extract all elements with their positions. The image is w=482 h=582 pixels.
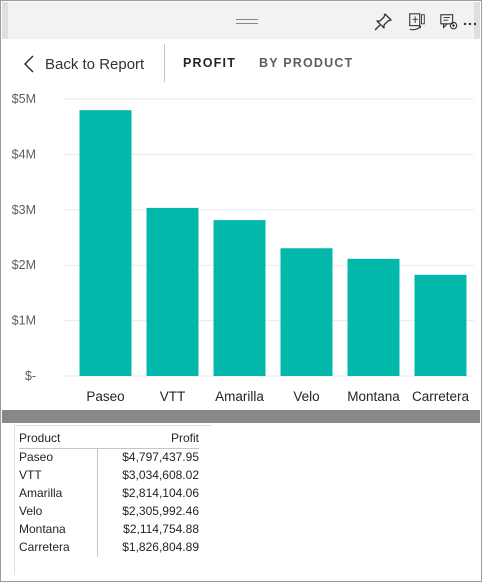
table-frame	[14, 425, 212, 575]
table-row: Paseo $4,797,437.95	[19, 448, 199, 467]
cell-product: Velo	[19, 503, 98, 521]
cell-profit: $3,034,608.02	[122, 468, 199, 482]
navigation-row: Back to Report PROFIT BY PRODUCT	[2, 39, 480, 89]
y-tick-label: $-	[25, 369, 36, 383]
focus-mode-icon[interactable]	[407, 12, 427, 32]
cell-profit: $2,814,104.06	[122, 486, 199, 500]
header-edge-left	[2, 2, 8, 39]
cell-profit: $4,797,437.95	[122, 450, 199, 464]
bar[interactable]	[213, 220, 266, 376]
y-tick-label: $5M	[12, 92, 36, 106]
bar[interactable]	[414, 274, 467, 376]
back-to-report-button[interactable]: Back to Report	[23, 51, 144, 77]
cell-profit: $1,826,804.89	[122, 540, 199, 554]
bar[interactable]	[347, 258, 400, 376]
y-tick-label: $4M	[12, 147, 36, 161]
table-header-row: Product Profit	[19, 429, 199, 449]
data-table: Product Profit Paseo $4,797,437.95 VTT $…	[19, 429, 199, 557]
table-row: Carretera $1,826,804.89	[19, 539, 199, 557]
profit-by-product-chart: $- $1M $2M $3M $4M $5M Paseo VTT Amarilla Velo Mon…	[2, 89, 480, 409]
cell-profit: $2,305,992.46	[122, 504, 199, 518]
data-table-section: Product Profit Paseo $4,797,437.95 VTT $…	[2, 423, 480, 581]
bar[interactable]	[280, 248, 333, 376]
cell-product: Paseo	[19, 448, 98, 467]
column-header-product[interactable]: Product	[19, 429, 97, 449]
table-row: VTT $3,034,608.02	[19, 467, 199, 485]
table-row: Amarilla $2,814,104.06	[19, 485, 199, 503]
pin-icon[interactable]	[373, 12, 393, 32]
bar[interactable]	[146, 207, 199, 376]
nav-divider	[164, 44, 165, 82]
cell-product: Amarilla	[19, 485, 98, 503]
bar[interactable]	[79, 110, 132, 377]
y-tick-label: $2M	[12, 258, 36, 272]
y-tick-label: $1M	[12, 314, 36, 328]
chart-table-separator	[2, 410, 480, 423]
x-tick-label: Carretera	[412, 389, 470, 404]
cell-product: Montana	[19, 521, 98, 539]
grip-icon[interactable]	[236, 19, 258, 24]
table-row: Montana $2,114,754.88	[19, 521, 199, 539]
visual-header	[2, 2, 480, 39]
header-edge-right	[474, 2, 480, 39]
visual-title: PROFIT	[183, 56, 237, 70]
x-tick-label: VTT	[160, 389, 186, 404]
cell-product: VTT	[19, 467, 98, 485]
cell-product: Carretera	[19, 539, 98, 557]
bar-chart-svg: $- $1M $2M $3M $4M $5M Paseo VTT Amarilla Velo Mon…	[12, 92, 474, 404]
comment-icon[interactable]	[439, 12, 459, 32]
y-tick-label: $3M	[12, 203, 36, 217]
x-tick-label: Velo	[293, 389, 319, 404]
more-options-icon[interactable]	[463, 12, 477, 32]
x-tick-label: Amarilla	[215, 389, 264, 404]
visual-subtitle: BY PRODUCT	[259, 56, 354, 70]
x-tick-label: Paseo	[86, 389, 124, 404]
x-tick-label: Montana	[347, 389, 400, 404]
chevron-left-icon	[23, 55, 34, 73]
column-header-profit[interactable]: Profit	[97, 429, 199, 449]
table-row: Velo $2,305,992.46	[19, 503, 199, 521]
cell-profit: $2,114,754.88	[123, 522, 199, 536]
back-label: Back to Report	[45, 55, 145, 73]
